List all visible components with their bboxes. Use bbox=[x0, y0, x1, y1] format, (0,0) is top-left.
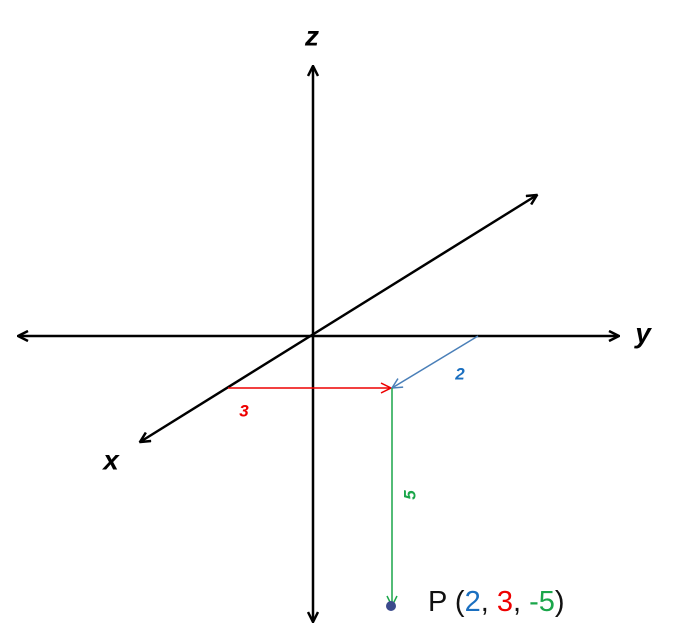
x-label: x bbox=[101, 444, 120, 475]
paren: ) bbox=[555, 586, 565, 618]
segment-label: 3 bbox=[239, 401, 249, 420]
segment-label: 2 bbox=[454, 364, 465, 383]
x-offset-arrow bbox=[392, 335, 479, 388]
y-label: y bbox=[633, 317, 652, 348]
coord: 2 bbox=[465, 586, 481, 618]
point-name: P bbox=[428, 586, 447, 618]
x-axis bbox=[140, 195, 537, 442]
comma: , bbox=[513, 586, 521, 618]
comma: , bbox=[481, 586, 489, 618]
paren: ( bbox=[455, 586, 465, 618]
coord: 3 bbox=[497, 586, 513, 618]
coord: -5 bbox=[529, 586, 555, 618]
segment-label: 5 bbox=[400, 490, 419, 500]
point-label: P (2, 3, -5) bbox=[428, 586, 565, 618]
z-label: z bbox=[304, 20, 319, 51]
point-marker bbox=[386, 601, 396, 611]
